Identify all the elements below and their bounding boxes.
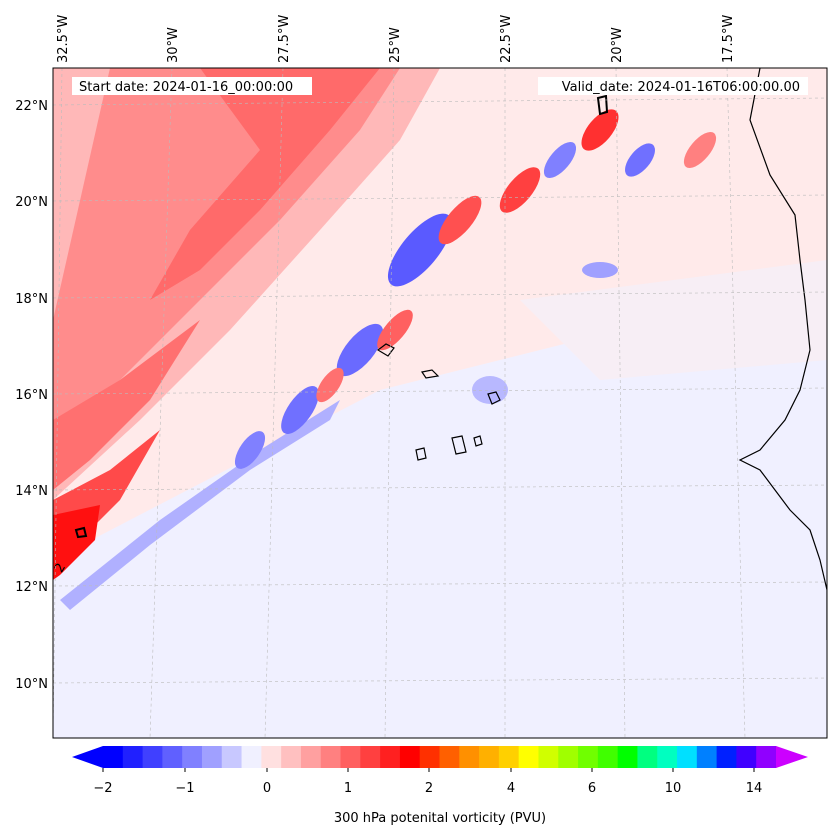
colorbar-tick-label: 0 xyxy=(263,781,271,796)
colorbar-cell xyxy=(201,746,223,768)
low-pv-region xyxy=(53,300,827,738)
gridlines xyxy=(53,68,827,738)
colorbar-cell xyxy=(103,746,124,768)
colorbar-cell xyxy=(300,746,322,768)
colorbar-cell xyxy=(419,746,440,768)
colorbar-tick-label: −2 xyxy=(93,781,112,796)
lat-label: 20°N xyxy=(15,195,48,210)
wave-train xyxy=(234,109,717,469)
negative-pv-strip xyxy=(60,400,340,610)
colorbar-ticks: −2 −1 0 1 2 4 6 10 14 xyxy=(93,768,762,796)
colorbar-cell xyxy=(637,746,658,768)
cape-verde-islands xyxy=(376,343,501,461)
colorbar-tick-label: 1 xyxy=(344,781,352,796)
lon-label: 17.5°W xyxy=(721,15,736,63)
colorbar-cell xyxy=(399,746,421,768)
latitude-labels: 22°N 20°N 18°N 16°N 14°N 12°N 10°N xyxy=(15,99,48,692)
low-pv-region-east xyxy=(520,260,827,380)
lon-label: 30°W xyxy=(166,27,181,63)
colorbar-tick-label: 2 xyxy=(425,781,433,796)
colorbar-cell xyxy=(142,746,163,768)
colorbar: −2 −1 0 1 2 4 6 10 14 300 hPa potenital … xyxy=(72,746,808,826)
colorbar-tick-label: 14 xyxy=(746,781,763,796)
jet-band-middle xyxy=(53,68,400,440)
map-field: 2 xyxy=(53,68,827,738)
colorbar-cell xyxy=(578,746,599,768)
colorbar-cell xyxy=(320,746,342,768)
colorbar-cell xyxy=(716,746,737,768)
lon-label: 25°W xyxy=(388,27,403,63)
jet-maximum xyxy=(53,505,100,580)
lat-label: 12°N xyxy=(15,580,48,595)
colorbar-cell xyxy=(281,746,302,768)
pv-contours xyxy=(74,94,609,539)
colorbar-cell xyxy=(162,746,183,768)
longitude-labels: 32.5°W 30°W 27.5°W 25°W 22.5°W 20°W 17.5… xyxy=(56,15,736,63)
colorbar-cell xyxy=(340,746,361,768)
lon-label: 20°W xyxy=(610,27,625,63)
colorbar-cell xyxy=(518,746,539,768)
colorbar-cell xyxy=(182,746,203,768)
colorbar-tick-label: −1 xyxy=(175,781,194,796)
colorbar-cell xyxy=(617,746,638,768)
lon-label: 22.5°W xyxy=(499,15,514,63)
lat-label: 14°N xyxy=(15,484,48,499)
colorbar-cell xyxy=(479,746,500,768)
colorbar-cell xyxy=(538,746,559,768)
jet-band-core xyxy=(150,68,380,300)
colorbar-cell xyxy=(380,746,401,768)
colorbar-cell xyxy=(241,746,262,768)
colorbar-cell xyxy=(736,746,757,768)
lon-label: 32.5°W xyxy=(56,15,71,63)
lat-label: 18°N xyxy=(15,292,48,307)
colorbar-cell xyxy=(360,746,381,768)
colorbar-label: 300 hPa potenital vorticity (PVU) xyxy=(334,811,546,826)
colorbar-cell xyxy=(498,746,520,768)
colorbar-cell xyxy=(122,746,144,768)
lat-label: 10°N xyxy=(15,677,48,692)
lat-label: 22°N xyxy=(15,99,48,114)
colorbar-cell xyxy=(657,746,678,768)
colorbar-tick-label: 6 xyxy=(588,781,596,796)
colorbar-cell xyxy=(459,746,480,768)
colorbar-cell xyxy=(221,746,243,768)
colorbar-cell xyxy=(696,746,718,768)
start-date-box xyxy=(72,77,312,95)
coastline xyxy=(738,68,827,640)
valid-date-box xyxy=(538,77,808,95)
colorbar-cells xyxy=(103,746,777,768)
colorbar-cell xyxy=(597,746,619,768)
colorbar-tick-label: 10 xyxy=(665,781,682,796)
valid-date-label: Valid_date: 2024-01-16T06:00:00.00 xyxy=(562,80,800,95)
colorbar-tick-label: 4 xyxy=(507,781,515,796)
colorbar-cell xyxy=(439,746,460,768)
colorbar-extend-high xyxy=(776,746,808,768)
start-date-label: Start date: 2024-01-16_00:00:00 xyxy=(79,80,293,95)
lat-label: 16°N xyxy=(15,388,48,403)
lon-label: 27.5°W xyxy=(277,15,292,63)
colorbar-cell xyxy=(558,746,579,768)
colorbar-cell xyxy=(677,746,698,768)
map-frame xyxy=(52,67,828,739)
colorbar-extend-low xyxy=(72,746,103,768)
jet-band-west xyxy=(53,320,200,490)
colorbar-cell xyxy=(756,746,777,768)
colorbar-cell xyxy=(261,746,282,768)
